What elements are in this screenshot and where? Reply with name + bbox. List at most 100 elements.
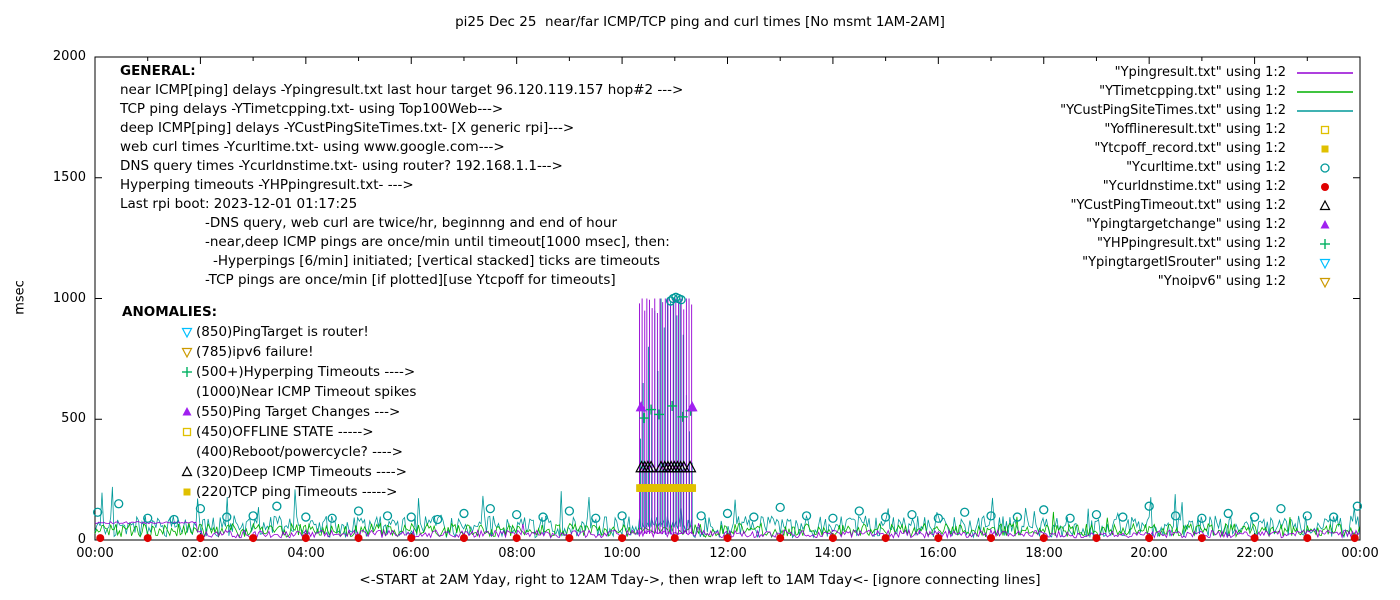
square-filled-icon: [183, 488, 191, 496]
legend-item: "YpingtargetISrouter" using 1:2: [1060, 253, 1356, 272]
general-line: Last rpi boot: 2023-12-01 01:17:25: [120, 196, 358, 212]
legend-item: "Ytcpoff_record.txt" using 1:2: [1060, 139, 1356, 158]
legend-sample: [1294, 198, 1356, 214]
chart-title: pi25 Dec 25 near/far ICMP/TCP ping and c…: [455, 14, 945, 30]
triangle-down-open-icon: [181, 327, 193, 339]
circle-open-icon: [1320, 162, 1330, 173]
legend-sample: [1294, 160, 1356, 176]
legend-sample: [1294, 65, 1356, 81]
x-tick-label: 16:00: [919, 546, 957, 561]
legend-label: "Ynoipv6" using 1:2: [1157, 274, 1286, 289]
general-note: -Hyperpings [6/min] initiated; [vertical…: [213, 253, 661, 269]
legend-sample: [1294, 179, 1356, 195]
legend-item: "Ycurldnstime.txt" using 1:2: [1060, 177, 1356, 196]
y-tick-label: 1000: [52, 291, 86, 306]
legend-item: "Ypingresult.txt" using 1:2: [1060, 63, 1356, 82]
legend-sample: [1294, 84, 1356, 100]
general-heading: GENERAL:: [120, 63, 196, 79]
anomaly-item: (1000)Near ICMP Timeout spikes: [178, 382, 416, 402]
anomaly-item: (450)OFFLINE STATE ----->: [178, 422, 416, 442]
plus-icon: [1320, 238, 1330, 249]
anomaly-item: (550)Ping Target Changes --->: [178, 402, 416, 422]
legend-label: "Ycurltime.txt" using 1:2: [1126, 160, 1286, 175]
anomaly-icon: [178, 344, 196, 360]
anomaly-item: (500+)Hyperping Timeouts ---->: [178, 362, 416, 382]
x-tick-label: 08:00: [498, 546, 536, 561]
x-tick-label: 06:00: [392, 546, 430, 561]
triangle-open-icon: [1319, 199, 1331, 210]
legend-item: "YCustPingTimeout.txt" using 1:2: [1060, 196, 1356, 215]
anomalies-heading: ANOMALIES:: [122, 304, 218, 320]
anomaly-icon: [178, 404, 196, 420]
anomaly-text: (785)ipv6 failure!: [196, 344, 314, 360]
general-note: -TCP pings are once/min [if plotted][use…: [205, 272, 616, 288]
general-note: -near,deep ICMP pings are once/min until…: [205, 234, 670, 250]
legend-sample: [1294, 103, 1356, 119]
legend-label: "Ytcpoff_record.txt" using 1:2: [1094, 141, 1286, 156]
anomaly-text: (500+)Hyperping Timeouts ---->: [196, 364, 416, 380]
triangle-down-open-icon: [181, 347, 193, 359]
general-line: Hyperping timeouts -YHPpingresult.txt- -…: [120, 177, 414, 193]
square-open-icon: [1320, 125, 1330, 134]
x-tick-label: 18:00: [1025, 546, 1063, 561]
square-filled-icon: [1321, 145, 1329, 152]
legend-label: "Ycurldnstime.txt" using 1:2: [1102, 179, 1286, 194]
anomaly-text: (550)Ping Target Changes --->: [196, 404, 401, 420]
line-icon: [1297, 71, 1353, 74]
anomaly-icon: [178, 444, 196, 460]
x-tick-label: 10:00: [603, 546, 641, 561]
legend-label: "Yofflineresult.txt" using 1:2: [1104, 122, 1286, 137]
anomaly-icon: [178, 484, 196, 500]
anomaly-text: (400)Reboot/powercycle? ---->: [196, 444, 403, 460]
x-tick-label: 00:00: [76, 546, 114, 561]
plus-icon: [182, 367, 192, 377]
general-line: TCP ping delays -YTimetcpping.txt- using…: [120, 101, 504, 117]
legend-label: "YpingtargetISrouter" using 1:2: [1082, 255, 1286, 270]
anomaly-text: (1000)Near ICMP Timeout spikes: [196, 384, 417, 400]
triangle-down-open-icon: [1319, 258, 1331, 269]
triangle-open-icon: [181, 465, 193, 477]
legend-item: "YCustPingSiteTimes.txt" using 1:2: [1060, 101, 1356, 120]
general-line: deep ICMP[ping] delays -YCustPingSiteTim…: [120, 120, 575, 136]
y-tick-label: 500: [61, 411, 86, 426]
legend-sample: [1294, 122, 1356, 138]
legend-sample: [1294, 236, 1356, 252]
general-notes: GENERAL: near ICMP[ping] delays -Ypingre…: [120, 62, 683, 290]
triangle-filled-icon: [1320, 219, 1330, 228]
legend-item: "Ypingtargetchange" using 1:2: [1060, 215, 1356, 234]
general-note: -DNS query, web curl are twice/hr, begin…: [205, 215, 618, 231]
anomaly-icon: [178, 364, 196, 380]
anomaly-text: (450)OFFLINE STATE ----->: [196, 424, 374, 440]
x-tick-label: 14:00: [814, 546, 852, 561]
y-axis-label: msec: [12, 280, 28, 315]
x-tick-label: 12:00: [709, 546, 747, 561]
legend-item: "Ynoipv6" using 1:2: [1060, 272, 1356, 291]
legend-sample: [1294, 255, 1356, 271]
anomaly-icon: [178, 424, 196, 440]
square-open-icon: [182, 427, 192, 437]
legend-sample: [1294, 217, 1356, 233]
legend-item: "YTimetcpping.txt" using 1:2: [1060, 82, 1356, 101]
anomalies: ANOMALIES: (850)PingTarget is router! (7…: [122, 302, 416, 502]
legend-sample: [1294, 141, 1356, 157]
y-tick-label: 0: [77, 532, 86, 547]
anomaly-item: (400)Reboot/powercycle? ---->: [178, 442, 416, 462]
anomaly-icon: [178, 464, 196, 480]
anomaly-item: (785)ipv6 failure!: [178, 342, 416, 362]
legend-label: "Ypingtargetchange" using 1:2: [1086, 217, 1286, 232]
anomaly-item: (220)TCP ping Timeouts ----->: [178, 482, 416, 502]
circle-filled-icon: [1321, 182, 1329, 191]
legend-label: "Ypingresult.txt" using 1:2: [1114, 65, 1286, 80]
general-line: DNS query times -Ycurldnstime.txt- using…: [120, 158, 563, 174]
line-icon: [1297, 90, 1353, 93]
anomaly-item: (320)Deep ICMP Timeouts ---->: [178, 462, 416, 482]
x-axis-label: <-START at 2AM Yday, right to 12AM Tday-…: [359, 572, 1041, 588]
triangle-down-open-icon: [1319, 277, 1331, 288]
legend-label: "YCustPingTimeout.txt" using 1:2: [1070, 198, 1286, 213]
x-tick-label: 22:00: [1236, 546, 1274, 561]
line-icon: [1297, 109, 1353, 112]
legend-item: "Yofflineresult.txt" using 1:2: [1060, 120, 1356, 139]
y-tick-label: 2000: [52, 49, 86, 64]
